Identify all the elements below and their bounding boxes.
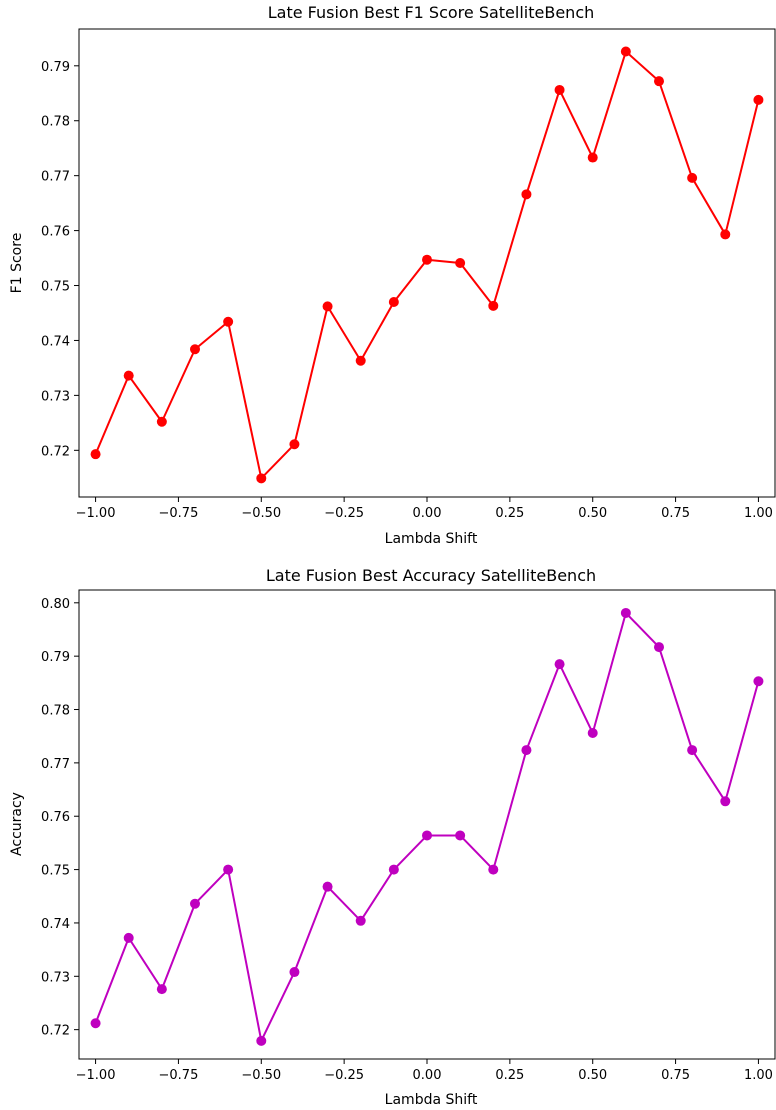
chart-title: Late Fusion Best F1 Score SatelliteBench (268, 3, 595, 22)
y-tick-label: 0.79 (41, 60, 70, 75)
data-point (123, 370, 134, 381)
x-tick-label: −1.00 (76, 506, 116, 521)
y-tick-label: 0.72 (41, 444, 70, 459)
x-tick-label: 0.25 (495, 1068, 524, 1083)
y-tick-label: 0.74 (41, 917, 70, 932)
data-point (587, 727, 598, 738)
data-point (156, 984, 167, 995)
data-point (620, 46, 631, 57)
data-point (90, 1018, 101, 1029)
series-line (94, 50, 760, 480)
x-tick-label: 0.50 (578, 506, 607, 521)
y-tick-label: 0.74 (41, 334, 70, 349)
y-tick-label: 0.78 (41, 115, 70, 130)
x-axis-label: Lambda Shift (385, 531, 478, 547)
y-axis-label: Accuracy (9, 792, 25, 856)
x-tick-label: −0.50 (241, 506, 281, 521)
data-point (289, 439, 300, 450)
y-tick-label: 0.73 (41, 389, 70, 404)
data-point (388, 864, 399, 875)
data-point (90, 449, 101, 460)
data-point (720, 229, 731, 240)
x-tick-label: 1.00 (744, 506, 773, 521)
x-tick-label: −0.25 (324, 506, 364, 521)
data-point (223, 864, 234, 875)
x-tick-label: 0.00 (413, 1068, 442, 1083)
data-point (322, 301, 333, 312)
x-tick-label: 0.75 (661, 1068, 690, 1083)
data-point (289, 967, 300, 978)
data-point (753, 676, 764, 687)
data-point (620, 607, 631, 618)
data-point (322, 881, 333, 892)
x-tick-label: −0.75 (159, 506, 199, 521)
y-tick-label: 0.77 (41, 170, 70, 185)
x-tick-label: 0.00 (413, 506, 442, 521)
y-tick-label: 0.80 (41, 597, 70, 612)
data-point (654, 642, 664, 653)
data-point (455, 258, 466, 268)
data-point (422, 254, 432, 265)
plot-frame (78, 589, 776, 1060)
data-point (488, 864, 499, 875)
data-point (521, 745, 532, 756)
y-tick-label: 0.79 (41, 650, 70, 665)
y-tick-label: 0.76 (41, 810, 70, 825)
data-point (654, 76, 664, 87)
data-point (587, 152, 598, 163)
x-tick-label: −0.25 (324, 1068, 364, 1083)
data-point (388, 297, 399, 307)
x-axis-label: Lambda Shift (385, 1092, 478, 1108)
x-tick-label: 0.75 (661, 506, 690, 521)
data-point (455, 830, 466, 841)
data-point (554, 659, 565, 670)
data-point (156, 416, 167, 427)
data-point (223, 316, 234, 327)
data-point (554, 84, 565, 95)
data-point (355, 915, 366, 926)
data-point (687, 172, 698, 183)
data-point (355, 355, 366, 366)
y-tick-label: 0.76 (41, 225, 70, 240)
y-tick-label: 0.75 (41, 280, 70, 295)
f1-score-chart: Late Fusion Best F1 Score SatelliteBench… (9, 3, 776, 547)
data-point (521, 189, 532, 200)
x-tick-label: −0.75 (159, 1068, 199, 1083)
data-point (422, 830, 432, 841)
data-point (687, 745, 698, 756)
data-point (720, 796, 731, 807)
x-tick-label: 1.00 (744, 1068, 773, 1083)
y-tick-label: 0.73 (41, 970, 70, 985)
y-axis-label: F1 Score (9, 233, 25, 294)
x-tick-label: −0.50 (241, 1068, 281, 1083)
x-tick-label: 0.50 (578, 1068, 607, 1083)
x-tick-label: −1.00 (76, 1068, 116, 1083)
x-tick-label: 0.25 (495, 506, 524, 521)
data-point (256, 1035, 267, 1046)
series-line (94, 611, 760, 1042)
data-point (488, 300, 499, 311)
data-point (190, 898, 200, 909)
data-point (123, 932, 134, 943)
data-point (256, 473, 267, 484)
y-tick-label: 0.72 (41, 1024, 70, 1039)
data-point (753, 94, 764, 105)
accuracy-chart: Late Fusion Best Accuracy SatelliteBench… (9, 566, 776, 1108)
chart-title: Late Fusion Best Accuracy SatelliteBench (266, 566, 596, 585)
data-point (190, 344, 200, 355)
y-tick-label: 0.75 (41, 864, 70, 879)
y-tick-label: 0.77 (41, 757, 70, 772)
y-tick-label: 0.78 (41, 704, 70, 719)
